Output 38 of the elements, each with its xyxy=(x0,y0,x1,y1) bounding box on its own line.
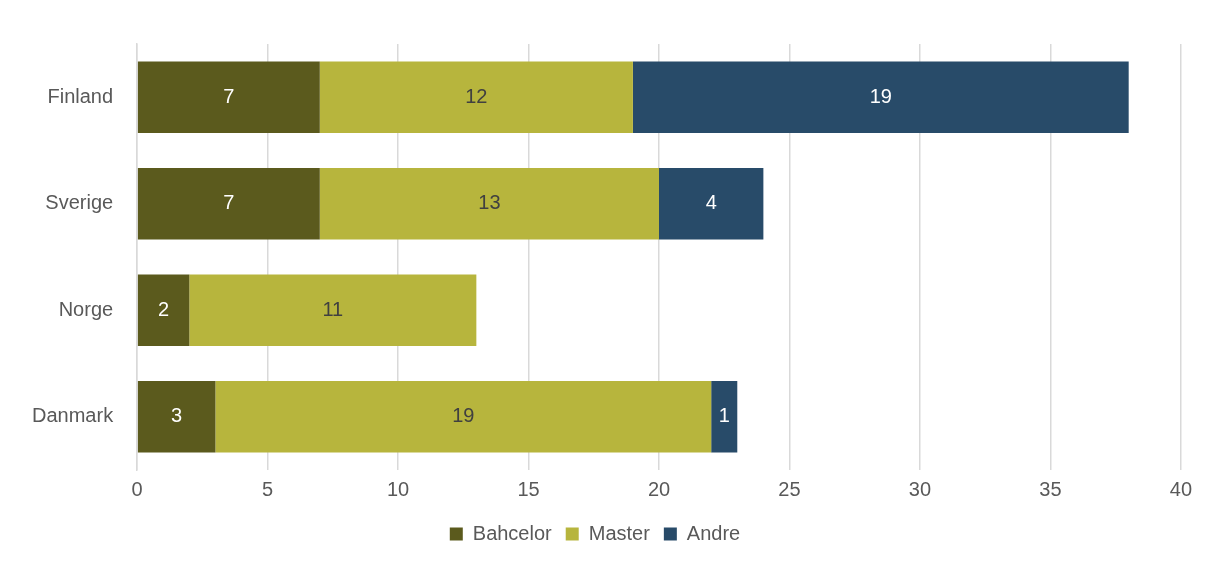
y-tick-label: Sverige xyxy=(45,191,114,214)
x-tick-label: 5 xyxy=(262,477,274,500)
bar xyxy=(711,381,738,453)
bar xyxy=(319,168,660,240)
data-label: 2 xyxy=(158,297,170,320)
bar xyxy=(137,168,320,240)
data-label: 1 xyxy=(718,404,730,427)
x-tick-label: 0 xyxy=(131,477,143,500)
bar xyxy=(137,274,190,346)
bar xyxy=(632,61,1129,133)
data-label: 13 xyxy=(478,191,501,214)
x-tick-label: 25 xyxy=(778,477,801,500)
legend-label: Bahcelor xyxy=(472,521,553,544)
x-tick-label: 15 xyxy=(517,477,540,500)
bar xyxy=(215,381,712,453)
x-tick-label: 30 xyxy=(908,477,932,500)
bar xyxy=(137,381,216,453)
data-label: 3 xyxy=(171,404,183,427)
data-label: 19 xyxy=(869,84,892,107)
y-tick-label: Norge xyxy=(58,297,114,320)
bar xyxy=(659,168,764,240)
y-tick-label: Finland xyxy=(47,84,114,107)
data-label: 4 xyxy=(705,191,717,214)
legend-label: Master xyxy=(588,521,651,544)
x-tick-label: 35 xyxy=(1039,477,1062,500)
data-label: 7 xyxy=(223,191,235,214)
x-tick-label: 40 xyxy=(1169,477,1192,500)
data-label: 7 xyxy=(223,84,235,107)
data-label: 11 xyxy=(322,297,344,320)
x-tick-label: 20 xyxy=(647,477,671,500)
y-tick-label: Danmark xyxy=(31,404,115,427)
bar xyxy=(319,61,633,133)
bar xyxy=(137,61,320,133)
x-tick-label: 10 xyxy=(386,477,410,500)
data-label: 12 xyxy=(465,84,488,107)
bar xyxy=(189,274,477,346)
legend-label: Andre xyxy=(686,521,741,544)
data-label: 19 xyxy=(452,404,475,427)
